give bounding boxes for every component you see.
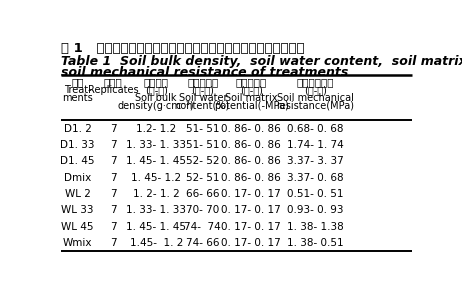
Text: 1. 45- 1. 45: 1. 45- 1. 45 <box>126 156 186 166</box>
Text: 0.68- 0. 68: 0.68- 0. 68 <box>287 124 344 134</box>
Text: D1. 45: D1. 45 <box>60 156 95 166</box>
Text: 1. 38- 0.51: 1. 38- 0.51 <box>287 238 344 248</box>
Text: 土壤基质势: 土壤基质势 <box>236 77 267 88</box>
Text: (左-右): (左-右) <box>191 85 214 95</box>
Text: 7: 7 <box>110 238 116 248</box>
Text: 7: 7 <box>110 124 116 134</box>
Text: Soil matrix: Soil matrix <box>225 93 277 103</box>
Text: 0. 86- 0. 86: 0. 86- 0. 86 <box>221 156 281 166</box>
Text: (左-右): (左-右) <box>145 85 168 95</box>
Text: 1. 45- 1.2: 1. 45- 1.2 <box>131 173 181 183</box>
Text: 52- 51: 52- 51 <box>186 173 219 183</box>
Text: content(%): content(%) <box>176 101 230 111</box>
Text: Dmix: Dmix <box>64 173 91 183</box>
Text: WL 33: WL 33 <box>61 205 94 215</box>
Text: potential(-MPa): potential(-MPa) <box>213 101 289 111</box>
Text: D1. 33: D1. 33 <box>60 140 95 150</box>
Text: 51- 51: 51- 51 <box>186 140 219 150</box>
Text: 74-  74: 74- 74 <box>184 222 221 232</box>
Text: resistance(MPa): resistance(MPa) <box>277 101 354 111</box>
Text: (左-右): (左-右) <box>240 85 262 95</box>
Text: 1.74- 1. 74: 1.74- 1. 74 <box>287 140 344 150</box>
Text: 1.2- 1.2: 1.2- 1.2 <box>136 124 176 134</box>
Text: 表 1   各处理的土壤容重、土壤含水量土壤基质势和土壤机械阻力: 表 1 各处理的土壤容重、土壤含水量土壤基质势和土壤机械阻力 <box>61 42 305 55</box>
Text: Soil mechanical: Soil mechanical <box>277 93 354 103</box>
Text: 0. 17- 0. 17: 0. 17- 0. 17 <box>221 238 281 248</box>
Text: 7: 7 <box>110 140 116 150</box>
Text: 0.93- 0. 93: 0.93- 0. 93 <box>287 205 344 215</box>
Text: 土壤机械阻力: 土壤机械阻力 <box>297 77 334 88</box>
Text: 74- 66: 74- 66 <box>186 238 219 248</box>
Text: soil mechanical resistance of treatments: soil mechanical resistance of treatments <box>61 67 349 79</box>
Text: 1. 2- 1. 2: 1. 2- 1. 2 <box>133 189 180 199</box>
Text: 7: 7 <box>110 189 116 199</box>
Text: 7: 7 <box>110 173 116 183</box>
Text: Soil bulk: Soil bulk <box>135 93 177 103</box>
Text: 0. 17- 0. 17: 0. 17- 0. 17 <box>221 189 281 199</box>
Text: 1. 38- 1.38: 1. 38- 1.38 <box>287 222 344 232</box>
Text: Soil water: Soil water <box>178 93 227 103</box>
Text: density(g·cm⁻³): density(g·cm⁻³) <box>118 101 195 111</box>
Text: 0.51- 0. 51: 0.51- 0. 51 <box>287 189 344 199</box>
Text: 3.37- 0. 68: 3.37- 0. 68 <box>287 173 344 183</box>
Text: 0. 86- 0. 86: 0. 86- 0. 86 <box>221 173 281 183</box>
Text: 7: 7 <box>110 205 116 215</box>
Text: WL 2: WL 2 <box>65 189 91 199</box>
Text: 处理: 处理 <box>71 77 84 88</box>
Text: Wmix: Wmix <box>63 238 92 248</box>
Text: 土壤容重: 土壤容重 <box>144 77 169 88</box>
Text: 3.37- 3. 37: 3.37- 3. 37 <box>287 156 344 166</box>
Text: 52- 52: 52- 52 <box>186 156 219 166</box>
Text: ments: ments <box>62 93 93 103</box>
Text: Replicates: Replicates <box>88 85 139 95</box>
Text: Table 1  Soil bulk density,  soil water content,  soil matrix potential and: Table 1 Soil bulk density, soil water co… <box>61 55 462 68</box>
Text: 1. 45- 1. 45: 1. 45- 1. 45 <box>126 222 186 232</box>
Text: 重复数: 重复数 <box>104 77 122 88</box>
Text: 1. 33- 1. 33: 1. 33- 1. 33 <box>126 205 186 215</box>
Text: D1. 2: D1. 2 <box>63 124 91 134</box>
Text: 66- 66: 66- 66 <box>186 189 219 199</box>
Text: 70- 70: 70- 70 <box>186 205 219 215</box>
Text: 0. 86- 0. 86: 0. 86- 0. 86 <box>221 124 281 134</box>
Text: (左-右): (左-右) <box>304 85 327 95</box>
Text: 土壤含水量: 土壤含水量 <box>187 77 219 88</box>
Text: 7: 7 <box>110 156 116 166</box>
Text: Treat-: Treat- <box>64 85 91 95</box>
Text: WL 45: WL 45 <box>61 222 94 232</box>
Text: 0. 86- 0. 86: 0. 86- 0. 86 <box>221 140 281 150</box>
Text: 0. 17- 0. 17: 0. 17- 0. 17 <box>221 205 281 215</box>
Text: 1. 33- 1. 33: 1. 33- 1. 33 <box>126 140 186 150</box>
Text: 1.45-  1. 2: 1.45- 1. 2 <box>129 238 183 248</box>
Text: 7: 7 <box>110 222 116 232</box>
Text: 0. 17- 0. 17: 0. 17- 0. 17 <box>221 222 281 232</box>
Text: 51- 51: 51- 51 <box>186 124 219 134</box>
